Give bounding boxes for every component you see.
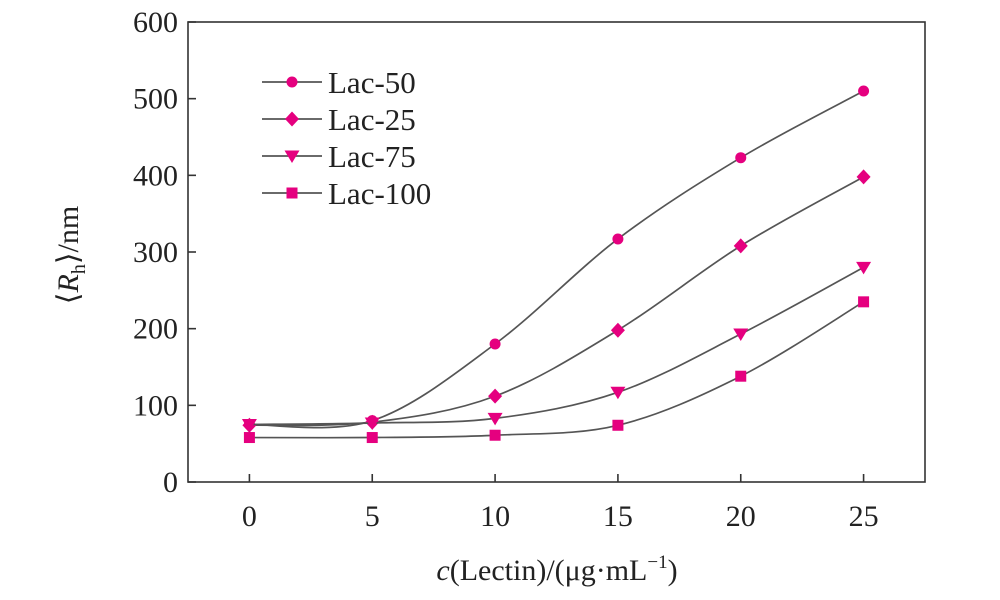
series-lac-50 (243, 85, 870, 430)
x-tick-label: 5 (365, 500, 380, 533)
data-point (489, 338, 501, 350)
x-tick-label: 0 (242, 500, 257, 533)
series-lac-75 (241, 261, 872, 432)
x-tick-label: 15 (603, 500, 633, 533)
data-point (858, 296, 870, 308)
data-point (856, 169, 871, 185)
data-point (735, 370, 747, 382)
data-point (856, 261, 872, 275)
x-tick-label: 10 (480, 500, 510, 533)
data-point (733, 238, 748, 254)
data-point (610, 322, 625, 338)
legend-marker (284, 150, 300, 163)
x-axis-title: c(Lectin)/(μg·mL−1) (436, 552, 677, 587)
y-tick-label: 400 (133, 159, 178, 192)
legend-label: Lac-100 (328, 176, 431, 211)
series-line (249, 301, 865, 439)
legend-marker (286, 187, 298, 199)
data-point (364, 417, 380, 430)
series-lac-100 (243, 296, 870, 444)
legend-item: Lac-50 (262, 65, 416, 100)
y-axis-title: ⟨Rh⟩/nm (52, 206, 90, 304)
y-tick-label: 300 (133, 236, 178, 269)
y-tick-label: 500 (133, 83, 178, 116)
plot-frame (187, 21, 926, 483)
x-tick-label: 20 (726, 500, 756, 533)
series-line (249, 176, 864, 427)
y-tick-label: 600 (133, 6, 178, 39)
data-point (487, 412, 503, 426)
data-point (735, 152, 747, 164)
y-tick-label: 100 (133, 389, 178, 422)
data-point (489, 429, 501, 441)
data-point (366, 432, 378, 444)
data-point (241, 419, 257, 432)
x-tick-label: 25 (849, 500, 879, 533)
y-tick-label: 0 (163, 466, 178, 499)
legend-item: Lac-75 (262, 139, 416, 174)
y-tick-label: 200 (133, 313, 178, 346)
x-axis: 0 5 10 15 20 25 (242, 474, 879, 533)
legend-label: Lac-75 (328, 139, 416, 174)
legend-marker (286, 76, 298, 88)
legend-item: Lac-100 (262, 176, 431, 211)
y-axis: 0 100 200 300 400 500 600 (133, 6, 196, 499)
legend-label: Lac-25 (328, 102, 416, 137)
data-point (858, 85, 870, 97)
data-point (243, 432, 255, 444)
data-point (488, 388, 503, 404)
data-point (733, 328, 749, 342)
legend-label: Lac-50 (328, 65, 416, 100)
legend-marker (285, 111, 299, 127)
plot-border (187, 21, 926, 483)
series-layer (241, 85, 872, 444)
series-line (249, 266, 864, 426)
data-point (610, 386, 626, 400)
data-point (612, 419, 624, 431)
data-point (612, 233, 624, 245)
legend-item: Lac-25 (262, 102, 416, 137)
